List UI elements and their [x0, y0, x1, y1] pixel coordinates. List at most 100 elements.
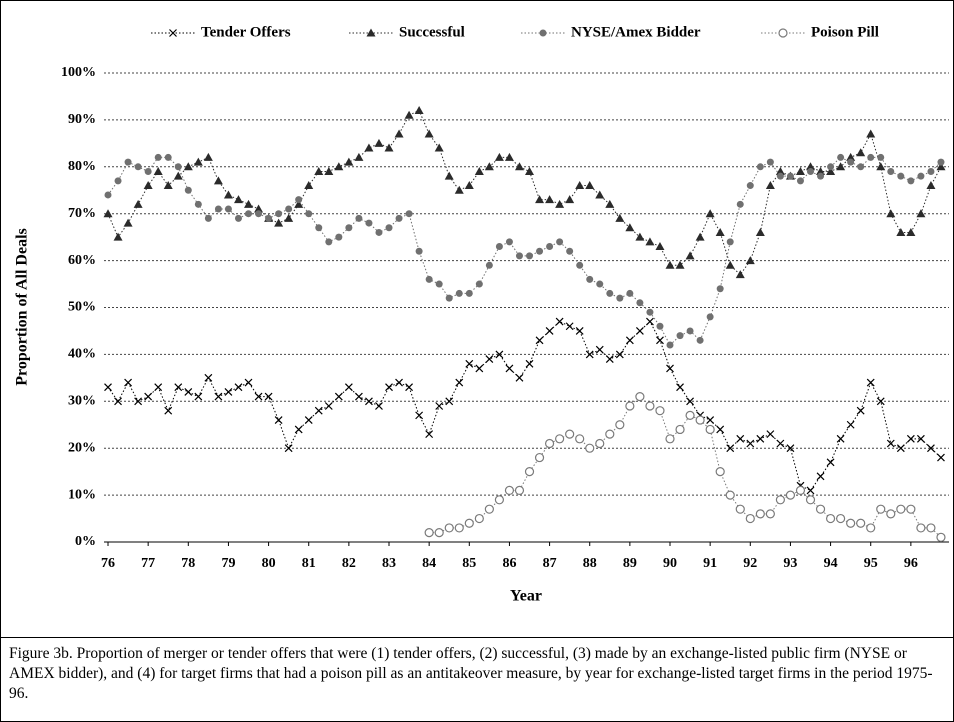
marker-dot	[234, 214, 242, 222]
marker-circle	[705, 424, 715, 435]
marker-triangle	[735, 270, 745, 279]
marker-dot	[817, 172, 825, 180]
marker-x	[244, 378, 253, 387]
marker-dot	[686, 327, 694, 335]
marker-circle	[565, 429, 575, 439]
marker-triangle	[163, 181, 173, 190]
marker-circle	[585, 443, 595, 453]
marker-x	[927, 444, 935, 453]
marker-dot	[656, 322, 664, 330]
marker-dot	[154, 153, 162, 161]
marker-circle	[454, 523, 464, 533]
marker-dot	[576, 261, 584, 269]
marker-circle	[715, 467, 725, 477]
x-tick-label: 89	[623, 556, 637, 571]
marker-x	[646, 317, 654, 326]
marker-dot	[315, 224, 323, 232]
marker-triangle	[615, 213, 625, 222]
marker-dot	[475, 280, 483, 288]
marker-circle	[866, 523, 876, 533]
marker-triangle	[755, 227, 765, 236]
x-tick-label: 88	[583, 556, 597, 571]
marker-x	[164, 406, 173, 415]
marker-x	[214, 392, 223, 401]
marker-triangle	[464, 181, 474, 190]
marker-dot	[325, 238, 333, 246]
marker-circle	[815, 504, 826, 514]
marker-x	[194, 392, 203, 401]
marker-circle	[665, 434, 675, 444]
marker-x	[445, 397, 454, 406]
marker-triangle	[474, 166, 484, 175]
marker-triangle	[665, 260, 675, 269]
marker-dot	[606, 289, 614, 297]
marker-dot	[465, 289, 473, 297]
marker-triangle	[675, 260, 685, 269]
marker-triangle	[244, 199, 254, 208]
marker-triangle	[414, 106, 424, 115]
marker-x	[425, 430, 434, 439]
marker-circle	[645, 401, 655, 411]
marker-circle	[655, 406, 665, 416]
marker-x	[706, 416, 715, 424]
marker-triangle	[906, 227, 916, 236]
marker-circle	[524, 467, 535, 477]
marker-circle	[795, 485, 806, 496]
marker-circle	[555, 434, 565, 444]
marker-triangle	[153, 166, 163, 175]
marker-dot	[174, 163, 182, 171]
series-line	[429, 395, 942, 538]
marker-x	[756, 434, 765, 443]
marker-dot	[837, 153, 845, 161]
marker-triangle	[555, 199, 565, 208]
marker-dot	[285, 205, 293, 213]
marker-dot	[937, 158, 945, 166]
marker-triangle	[274, 218, 284, 227]
marker-dot	[696, 336, 704, 344]
marker-triangle	[806, 162, 816, 171]
marker-triangle	[685, 251, 695, 260]
marker-dot	[907, 177, 915, 185]
y-axis-label: Proportion of All Deals	[14, 228, 31, 385]
marker-x	[595, 345, 604, 354]
marker-triangle	[585, 181, 595, 190]
marker-x	[816, 472, 825, 481]
marker-circle	[675, 424, 685, 435]
marker-dot	[867, 153, 875, 161]
marker-triangle	[936, 162, 946, 171]
marker-circle	[825, 513, 836, 524]
marker-x	[124, 378, 133, 387]
x-tick-label: 95	[864, 556, 878, 571]
marker-dot	[245, 210, 253, 218]
marker-dot	[144, 167, 152, 175]
x-tick-label: 87	[543, 556, 557, 571]
marker-x	[385, 383, 393, 392]
marker-triangle	[193, 157, 203, 166]
marker-circle	[805, 495, 816, 505]
marker-x	[495, 350, 504, 359]
marker-triangle	[494, 152, 504, 161]
legend-label: Poison Pill	[811, 24, 879, 40]
marker-dot	[706, 313, 714, 321]
marker-x	[104, 383, 112, 392]
marker-triangle	[504, 152, 514, 161]
marker-circle	[876, 504, 886, 514]
marker-x	[134, 397, 143, 406]
x-tick-label: 92	[743, 556, 757, 571]
marker-circle	[926, 523, 936, 533]
marker-x	[354, 392, 363, 401]
marker-dot	[646, 308, 654, 316]
marker-dot	[295, 196, 303, 204]
marker-dot	[305, 210, 313, 218]
x-axis-label: Year	[510, 588, 542, 605]
marker-triangle	[404, 110, 414, 119]
marker-triangle	[876, 162, 886, 171]
legend-label: Successful	[399, 24, 465, 40]
marker-triangle	[354, 152, 364, 161]
series-line	[107, 320, 942, 492]
marker-dot	[897, 172, 905, 180]
marker-triangle	[314, 166, 324, 175]
marker-x	[605, 355, 614, 364]
x-tick-label: 96	[904, 556, 918, 571]
marker-circle	[514, 485, 525, 496]
